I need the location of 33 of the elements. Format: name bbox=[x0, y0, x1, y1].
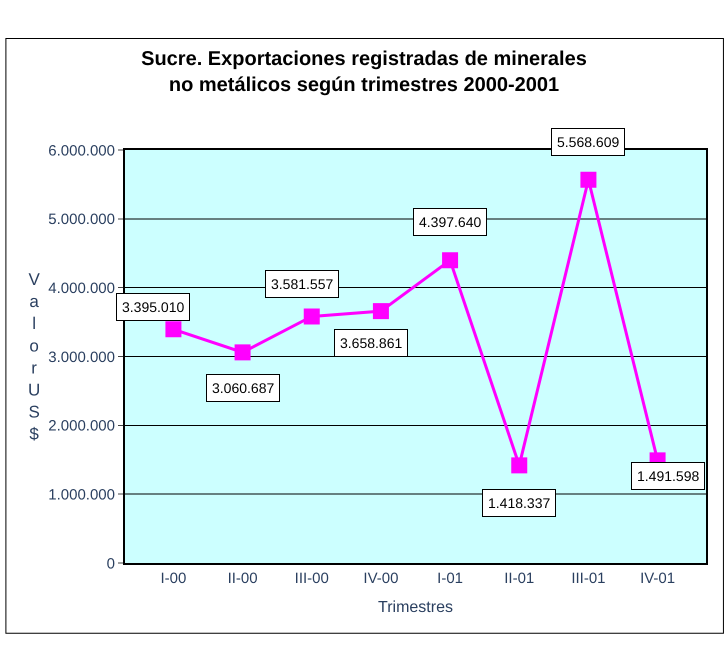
point bbox=[442, 252, 458, 268]
x-tick-label: I-00 bbox=[160, 570, 186, 587]
y-tick-label: 6.000.000 bbox=[48, 142, 115, 160]
data-label: 5.568.609 bbox=[557, 134, 620, 150]
x-tick-label: IV-00 bbox=[363, 570, 398, 587]
x-tick-label: I-01 bbox=[437, 570, 464, 587]
x-tick-label: III-01 bbox=[571, 570, 606, 587]
data-label: 3.395.010 bbox=[122, 299, 184, 315]
point bbox=[580, 172, 596, 188]
data-label: 1.491.598 bbox=[637, 468, 700, 484]
data-label: 3.581.557 bbox=[271, 276, 334, 292]
chart-title: Sucre. Exportaciones registradas de minerales no metálicos según trimestres 2000-2001 bbox=[141, 48, 587, 96]
x-tick-label: II-01 bbox=[504, 570, 534, 587]
data-label: 1.418.337 bbox=[488, 495, 550, 511]
point bbox=[511, 457, 528, 474]
point bbox=[304, 308, 320, 324]
x-axis-title: Trimestres bbox=[378, 599, 453, 616]
y-axis-title: Valor US$ bbox=[28, 270, 40, 444]
y-tick-label: 0 bbox=[106, 555, 115, 572]
y-tick-label: 4.000.000 bbox=[48, 280, 115, 297]
data-label: 4.397.640 bbox=[419, 214, 482, 230]
data-label: 3.658.861 bbox=[340, 335, 402, 351]
y-tick-label: 3.000.000 bbox=[48, 348, 115, 366]
x-tick-label: II-00 bbox=[228, 570, 258, 587]
y-tick-label: 5.000.000 bbox=[48, 211, 115, 228]
point bbox=[372, 303, 389, 320]
y-tick-label: 1.000.000 bbox=[48, 486, 115, 504]
data-label: 3.060.687 bbox=[212, 380, 274, 396]
x-tick-label: III-00 bbox=[294, 570, 329, 587]
point bbox=[165, 321, 182, 338]
y-tick-label: 2.000.000 bbox=[48, 418, 115, 435]
point bbox=[234, 344, 251, 360]
x-tick-label: IV-01 bbox=[640, 570, 676, 587]
